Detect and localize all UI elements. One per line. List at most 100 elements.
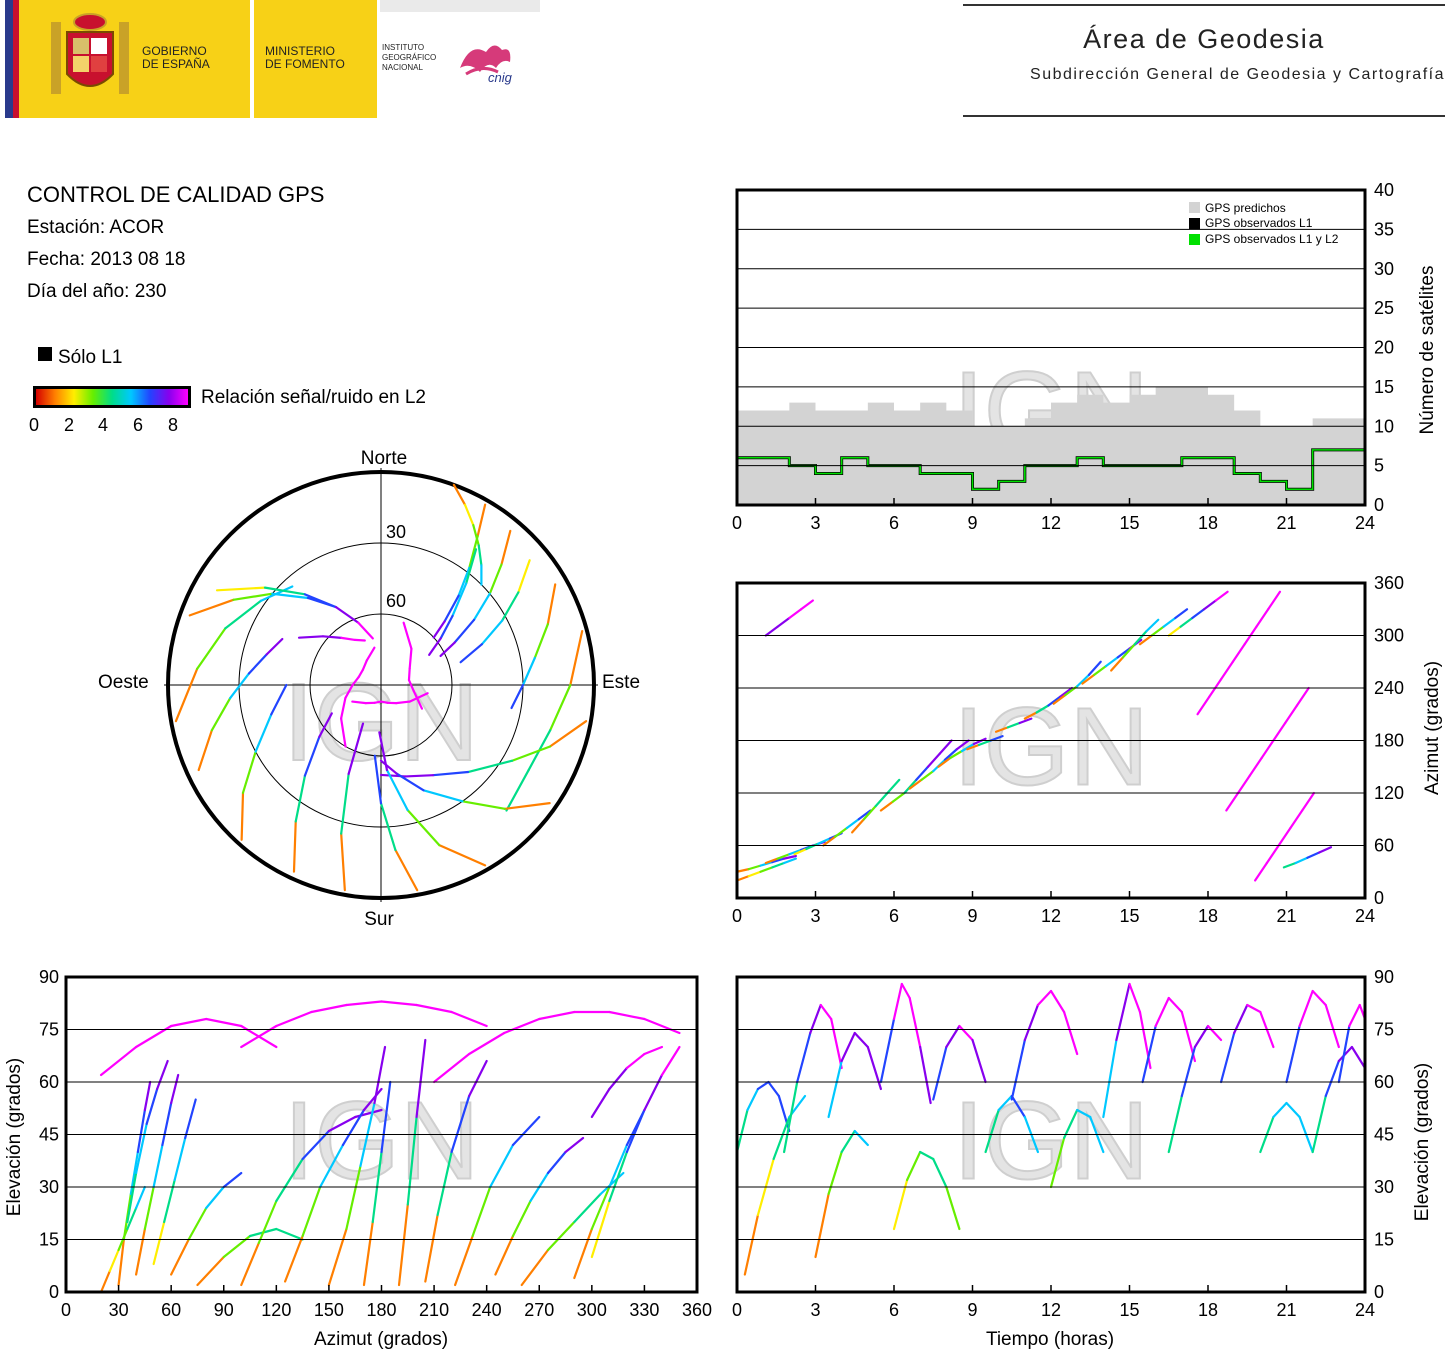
azt-track	[822, 835, 837, 847]
azt-track	[817, 837, 831, 845]
elt-track	[1010, 1094, 1026, 1119]
series-predicted	[737, 386, 1365, 505]
min-line2: DE FOMENTO	[265, 57, 345, 71]
sky-track	[340, 696, 347, 720]
sky-track	[224, 599, 262, 630]
sky-track	[408, 692, 429, 703]
sky-track	[247, 653, 268, 675]
x-tick-label: 12	[1041, 1300, 1061, 1320]
ela-track	[341, 1108, 366, 1147]
snr-colorbar	[33, 386, 191, 408]
y-tick-label: 15	[39, 1230, 59, 1250]
ela-track	[608, 1150, 628, 1203]
elt-track	[908, 996, 922, 1049]
doy-label: Día del año: 230	[27, 281, 167, 302]
x-tick-label: 360	[682, 1300, 712, 1320]
ela-track	[511, 1115, 541, 1147]
azt-track	[920, 770, 935, 781]
x-tick-label: 270	[524, 1300, 554, 1320]
azt-track	[994, 726, 1009, 733]
sky-track	[453, 618, 476, 644]
elt-track	[971, 1038, 987, 1084]
area-subtitle: Subdirección General de Geodesia y Carto…	[1030, 66, 1445, 83]
sky-track	[385, 768, 409, 812]
azt-track	[1167, 625, 1182, 637]
sky-track	[378, 731, 389, 772]
azt-track	[788, 848, 803, 856]
solo-l1-label: Sólo L1	[58, 347, 123, 368]
sky-track	[340, 636, 357, 642]
ign-line3: NACIONAL	[382, 63, 423, 72]
azt-track	[764, 857, 779, 865]
x-tick-label: 0	[61, 1300, 71, 1320]
sky-south-label: Sur	[364, 909, 394, 930]
y-tick-label: 0	[1374, 1282, 1384, 1302]
legend-l1l2: GPS observados L1 y L2	[1205, 232, 1339, 246]
x-tick-label: 9	[967, 1300, 977, 1320]
azt-track	[1121, 643, 1136, 659]
y-tick-label: 30	[39, 1177, 59, 1197]
azt-track	[1277, 826, 1292, 847]
x-tick-label: 3	[810, 1300, 820, 1320]
sky-track	[472, 524, 480, 547]
ela-track	[450, 1010, 488, 1028]
sky-track	[254, 713, 273, 753]
azt-track	[977, 739, 992, 746]
station-label: Estación: ACOR	[27, 217, 165, 238]
azt-track	[782, 857, 797, 865]
ela-track	[471, 1185, 492, 1238]
ela-track	[362, 1087, 383, 1112]
elt-track	[892, 1178, 909, 1231]
azt-track	[937, 756, 952, 768]
sky-track	[373, 754, 383, 805]
azt-track	[1225, 791, 1240, 812]
sky-track	[394, 848, 419, 892]
flag-strip	[5, 0, 27, 118]
ela-track	[450, 1094, 471, 1154]
sky-track	[511, 745, 552, 762]
ela-track	[406, 1115, 418, 1206]
sky-track	[404, 774, 435, 778]
elt-track	[1141, 1024, 1157, 1084]
azt-track	[891, 791, 906, 803]
sky-track	[241, 750, 257, 794]
x-tick-label: 21	[1276, 1300, 1296, 1320]
sky-track	[395, 772, 425, 792]
elt-track	[827, 1059, 843, 1119]
azt-track	[908, 778, 923, 790]
x-tick-label: 150	[314, 1300, 344, 1320]
sky-track	[407, 667, 411, 682]
azt-track	[1006, 721, 1021, 729]
sky-track	[407, 678, 415, 692]
sky-track	[334, 606, 360, 624]
sky-track	[428, 637, 442, 657]
ela-track	[608, 1010, 646, 1021]
sky-east-label: Este	[602, 672, 640, 693]
azt-track	[1265, 844, 1280, 865]
elt-track	[984, 1108, 1000, 1154]
sky-track	[292, 820, 297, 873]
azt-track	[960, 742, 975, 753]
sky-track	[465, 548, 478, 585]
azt-track	[771, 857, 786, 864]
elt-track	[945, 1185, 961, 1231]
ela-track	[564, 1136, 585, 1154]
sky-track	[443, 594, 460, 623]
azt-track	[1035, 704, 1050, 714]
ela-track	[156, 1059, 169, 1091]
ela-track	[257, 1199, 278, 1245]
azt-track	[903, 778, 918, 795]
sky-track	[510, 683, 525, 710]
elt-track	[1337, 1024, 1351, 1084]
snr-tick-4: 4	[98, 415, 109, 435]
azt-track	[915, 765, 930, 781]
sky-north-label: Norte	[361, 448, 407, 469]
banner-top-strip	[380, 0, 540, 12]
x-tick-label: 18	[1198, 906, 1218, 926]
ela-track	[468, 1031, 506, 1056]
elt-track	[1324, 1059, 1340, 1098]
y-tick-label: 10	[1374, 416, 1394, 436]
sky-track	[463, 503, 475, 527]
elt-track	[1154, 996, 1170, 1028]
